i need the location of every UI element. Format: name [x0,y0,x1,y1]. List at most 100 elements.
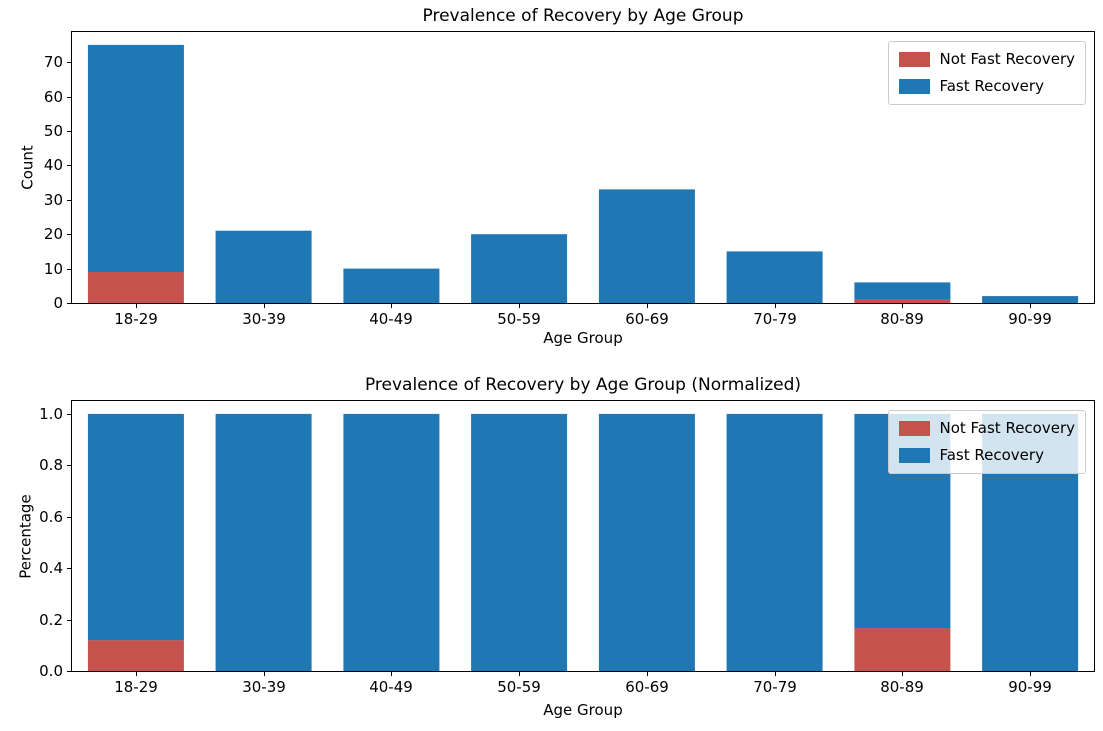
x-tick-mark [647,304,648,308]
chart-title-counts: Prevalence of Recovery by Age Group [422,6,744,26]
bar-segment [87,413,184,641]
y-tick-label: 30 [43,191,63,209]
legend-item-fast-recovery: Fast Recovery [899,445,1075,466]
bar-segment [598,189,695,303]
legend-label-fast-recovery: Fast Recovery [939,446,1044,464]
x-tick-label: 50-59 [497,678,541,696]
x-tick-mark [136,672,137,676]
x-tick-label: 80-89 [880,310,924,328]
x-tick-label: 18-29 [114,678,158,696]
legend-normalized: Not Fast Recovery Fast Recovery [888,410,1086,474]
bar-segment [982,296,1079,303]
x-tick-label: 70-79 [753,310,797,328]
x-axis-label-normalized: Age Group [543,701,623,719]
y-tick-label: 60 [43,88,63,106]
bar-segment [215,230,312,303]
y-tick-mark [67,62,71,63]
bar-segment [854,299,951,303]
y-tick-mark [67,131,71,132]
y-tick-label: 0.0 [39,662,63,680]
legend-swatch-not-fast-recovery [899,421,931,436]
x-tick-mark [1030,304,1031,308]
bar-segment [471,413,568,671]
y-tick-label: 1.0 [39,405,63,423]
stacked-bars [87,44,1079,303]
x-tick-label: 90-99 [1008,310,1052,328]
legend-item-fast-recovery: Fast Recovery [899,76,1075,97]
x-tick-mark [391,672,392,676]
x-tick-label: 60-69 [625,310,669,328]
bar-segment [343,413,440,671]
chart-title-normalized: Prevalence of Recovery by Age Group (Nor… [364,375,802,395]
plot-area-frame [71,400,1095,672]
bar-segment [343,268,440,303]
y-tick-label: 20 [43,225,63,243]
bar-segment [87,640,184,671]
y-tick-label: 0.8 [39,456,63,474]
x-tick-label: 60-69 [625,678,669,696]
y-tick-mark [67,517,71,518]
x-tick-mark [136,304,137,308]
y-tick-label: 70 [43,53,63,71]
y-tick-mark [67,465,71,466]
x-tick-label: 30-39 [242,678,286,696]
y-tick-mark [67,234,71,235]
y-tick-mark [67,671,71,672]
x-tick-mark [647,672,648,676]
x-tick-label: 40-49 [369,678,413,696]
x-tick-mark [775,304,776,308]
legend-item-not-fast-recovery: Not Fast Recovery [899,418,1075,439]
y-tick-label: 0.4 [39,559,63,577]
y-tick-mark [67,165,71,166]
y-tick-mark [67,620,71,621]
bar-segment [854,282,951,300]
x-tick-label: 80-89 [880,678,924,696]
y-tick-mark [67,303,71,304]
bar-segment [87,44,184,273]
x-axis-label-counts: Age Group [543,329,623,347]
x-tick-label: 90-99 [1008,678,1052,696]
x-tick-mark [264,304,265,308]
legend-swatch-fast-recovery [899,79,931,94]
x-tick-mark [1030,672,1031,676]
x-tick-mark [264,672,265,676]
legend-label-not-fast-recovery: Not Fast Recovery [939,50,1075,68]
bar-segment [87,272,184,303]
x-tick-mark [902,672,903,676]
y-tick-label: 50 [43,122,63,140]
x-tick-label: 70-79 [753,678,797,696]
y-tick-label: 0 [53,294,63,312]
y-tick-label: 0.2 [39,611,63,629]
y-tick-mark [67,269,71,270]
y-tick-label: 0.6 [39,508,63,526]
y-tick-mark [67,568,71,569]
bar-segment [726,251,823,303]
y-tick-mark [67,97,71,98]
x-tick-mark [775,672,776,676]
x-tick-mark [519,672,520,676]
bar-segment [726,413,823,671]
y-tick-mark [67,200,71,201]
legend-item-not-fast-recovery: Not Fast Recovery [899,49,1075,70]
x-tick-label: 30-39 [242,310,286,328]
legend-label-fast-recovery: Fast Recovery [939,77,1044,95]
x-tick-mark [902,304,903,308]
x-tick-mark [391,304,392,308]
x-tick-mark [519,304,520,308]
bar-segment [471,234,568,303]
bar-segment [854,628,951,671]
x-tick-label: 40-49 [369,310,413,328]
legend-swatch-fast-recovery [899,448,931,463]
y-tick-mark [67,414,71,415]
legend-counts: Not Fast Recovery Fast Recovery [888,41,1086,105]
bar-segment [598,413,695,671]
y-tick-label: 10 [43,260,63,278]
plot-area-frame [71,31,1095,304]
bar-segment [215,413,312,671]
x-tick-label: 18-29 [114,310,158,328]
legend-swatch-not-fast-recovery [899,52,931,67]
legend-label-not-fast-recovery: Not Fast Recovery [939,419,1075,437]
